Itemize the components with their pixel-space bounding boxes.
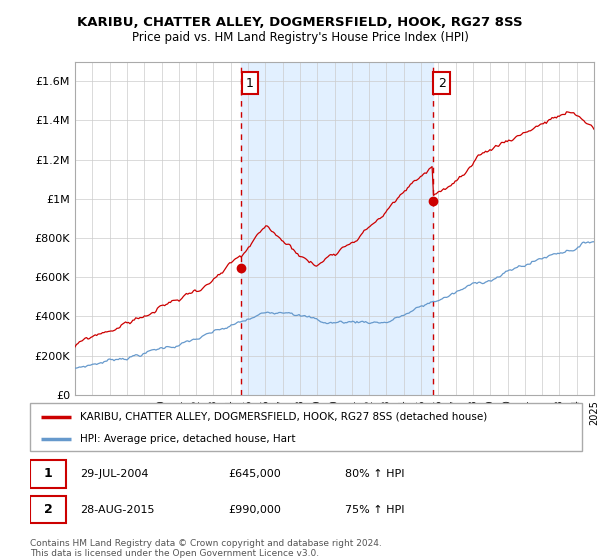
Text: 29-JUL-2004: 29-JUL-2004	[80, 469, 148, 479]
Text: 75% ↑ HPI: 75% ↑ HPI	[344, 505, 404, 515]
Text: £645,000: £645,000	[229, 469, 281, 479]
Text: 2: 2	[44, 503, 53, 516]
Text: KARIBU, CHATTER ALLEY, DOGMERSFIELD, HOOK, RG27 8SS: KARIBU, CHATTER ALLEY, DOGMERSFIELD, HOO…	[77, 16, 523, 29]
Text: HPI: Average price, detached house, Hart: HPI: Average price, detached house, Hart	[80, 434, 295, 444]
Text: 80% ↑ HPI: 80% ↑ HPI	[344, 469, 404, 479]
Text: Price paid vs. HM Land Registry's House Price Index (HPI): Price paid vs. HM Land Registry's House …	[131, 31, 469, 44]
Text: KARIBU, CHATTER ALLEY, DOGMERSFIELD, HOOK, RG27 8SS (detached house): KARIBU, CHATTER ALLEY, DOGMERSFIELD, HOO…	[80, 412, 487, 422]
Text: 2: 2	[438, 77, 446, 90]
Text: Contains HM Land Registry data © Crown copyright and database right 2024.
This d: Contains HM Land Registry data © Crown c…	[30, 539, 382, 558]
FancyBboxPatch shape	[30, 460, 66, 488]
Text: 1: 1	[44, 468, 53, 480]
Text: 28-AUG-2015: 28-AUG-2015	[80, 505, 154, 515]
FancyBboxPatch shape	[30, 403, 582, 451]
FancyBboxPatch shape	[30, 496, 66, 524]
Text: 1: 1	[246, 77, 254, 90]
Bar	[241, 62, 433, 395]
Text: £990,000: £990,000	[229, 505, 281, 515]
